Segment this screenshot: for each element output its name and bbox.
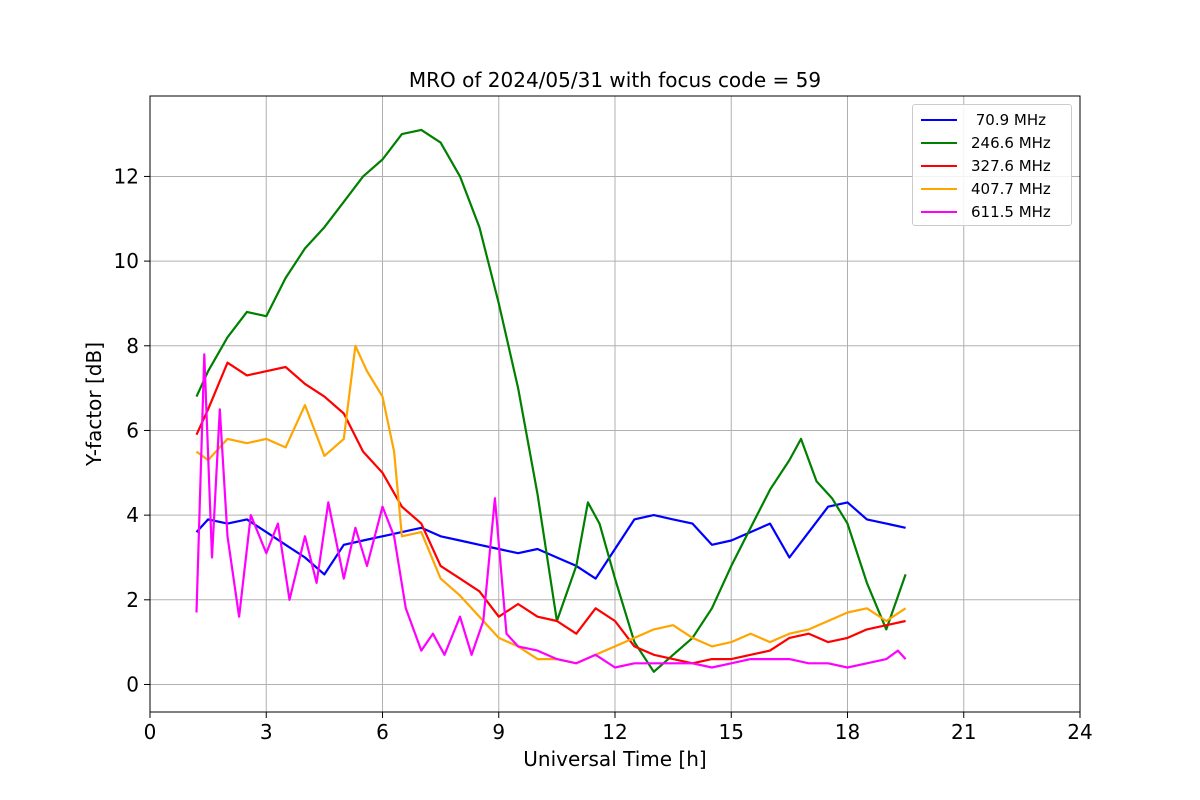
x-tick-label: 15: [719, 720, 744, 744]
legend-label: 246.6 MHz: [971, 134, 1051, 152]
x-tick-label: 6: [376, 720, 389, 744]
legend-item: 611.5 MHz: [913, 201, 1071, 223]
series-line-327-6-mhz: [195, 361, 906, 665]
x-tick-label: 18: [835, 720, 860, 744]
y-tick-label: 10: [114, 249, 139, 273]
y-tick-label: 12: [114, 164, 139, 188]
legend-item: 327.6 MHz: [913, 155, 1071, 177]
legend-label: 70.9 MHz: [971, 111, 1047, 129]
legend-swatch: [921, 188, 957, 190]
chart-title: MRO of 2024/05/31 with focus code = 59: [409, 68, 821, 92]
series-line-407-7-mhz: [195, 344, 907, 665]
x-tick-label: 24: [1067, 720, 1092, 744]
x-tick-label: 9: [492, 720, 505, 744]
y-tick-label: 2: [126, 588, 139, 612]
y-tick-label: 0: [126, 672, 139, 696]
x-tick-label: 0: [144, 720, 157, 744]
y-tick-label: 8: [126, 334, 139, 358]
y-axis-label: Y-factor [dB]: [82, 342, 106, 467]
x-tick-label: 3: [260, 720, 273, 744]
x-tick-label: 21: [951, 720, 976, 744]
legend-swatch: [921, 211, 957, 213]
legend-item: 407.7 MHz: [913, 178, 1071, 200]
legend-label: 327.6 MHz: [971, 157, 1051, 175]
legend-label: 407.7 MHz: [971, 180, 1051, 198]
series-line-611-5-mhz: [195, 353, 907, 669]
legend: 70.9 MHz 246.6 MHz 327.6 MHz 407.7 MHz 611.5…: [912, 104, 1072, 226]
x-tick-label: 12: [602, 720, 627, 744]
y-tick-label: 6: [126, 418, 139, 442]
y-tick-label: 4: [126, 503, 139, 527]
legend-swatch: [921, 142, 957, 144]
legend-item: 246.6 MHz: [913, 132, 1071, 154]
series-line-246-6-mhz: [195, 128, 907, 673]
grid-lines: [149, 96, 1081, 712]
legend-swatch: [921, 165, 957, 167]
legend-item: 70.9 MHz: [913, 109, 1071, 131]
legend-label: 611.5 MHz: [971, 203, 1051, 221]
x-axis-label: Universal Time [h]: [523, 747, 706, 771]
legend-swatch: [921, 119, 957, 121]
plot-area: [195, 128, 907, 673]
